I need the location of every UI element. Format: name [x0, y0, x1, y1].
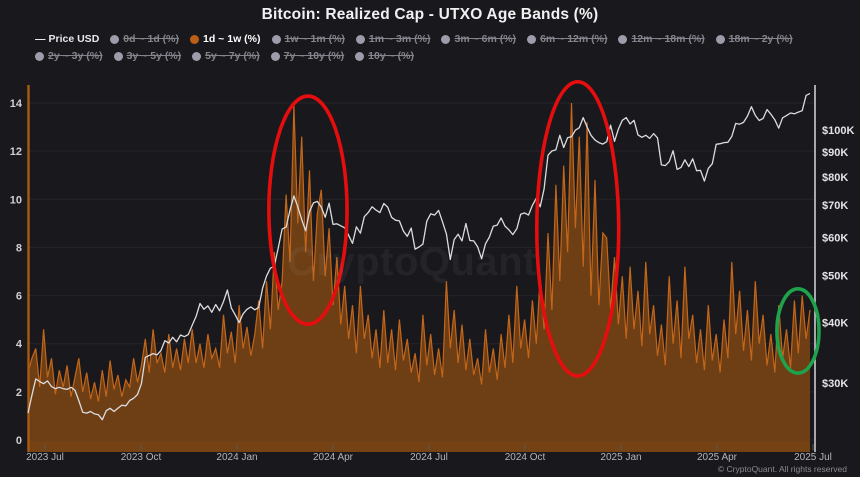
x-axis-tick-label: 2023 Jul: [26, 452, 64, 463]
right-axis-tick-label: $90K: [822, 147, 848, 159]
legend-item-0d-1d[interactable]: 0d ~ 1d (%): [110, 33, 179, 45]
series-dot-icon: [715, 34, 725, 44]
series-dot-icon: [271, 34, 281, 44]
utxo-band-base: [28, 442, 810, 452]
right-axis-tick-label: $50K: [822, 271, 848, 283]
annotation-ellipse-3: [775, 287, 821, 375]
x-axis-tick-label: 2024 Jul: [410, 452, 448, 463]
legend-item-1w-1m[interactable]: 1w ~ 1m (%): [271, 33, 345, 45]
annotation-ellipse-1: [267, 94, 349, 327]
legend-label: 7y ~ 10y (%): [283, 50, 345, 62]
line-marker-icon: —: [35, 33, 45, 45]
page-title: Bitcoin: Realized Cap - UTXO Age Bands (…: [261, 6, 599, 23]
legend-label: 1m ~ 3m (%): [368, 33, 431, 45]
left-axis-tick-label: 10: [10, 194, 22, 206]
legend-item-1m-3m[interactable]: 1m ~ 3m (%): [355, 33, 431, 45]
legend-item-3m-6m[interactable]: 3m ~ 6m (%): [441, 33, 516, 45]
legend-item-3y-5y[interactable]: 3y ~ 5y (%): [113, 50, 182, 62]
legend-label: 10y ~ (%): [368, 50, 414, 62]
series-dot-icon: [270, 51, 280, 61]
left-axis-tick-label: 6: [16, 291, 22, 303]
x-axis-tick-label: 2024 Apr: [313, 452, 354, 463]
legend: — Price USD 0d ~ 1d (%) 1d ~ 1w (%) 1w ~…: [35, 33, 841, 62]
right-axis-tick-label: $80K: [822, 172, 848, 184]
right-axis-tick-label: $100K: [822, 125, 854, 137]
left-axis-tick-label: 2: [16, 387, 22, 399]
utxo-band-outline: [27, 102, 811, 402]
series-dot-icon: [113, 51, 123, 61]
legend-label: Price USD: [48, 33, 100, 45]
series-dot-icon: [527, 34, 537, 44]
legend-item-6m-12m[interactable]: 6m ~ 12m (%): [527, 33, 607, 45]
x-axis-tick-label: 2024 Oct: [505, 452, 546, 463]
left-axis-tick-label: 12: [10, 146, 22, 158]
legend-label: 6m ~ 12m (%): [540, 33, 608, 45]
series-dot-icon: [355, 51, 365, 61]
legend-item-price-usd[interactable]: — Price USD: [35, 33, 99, 45]
legend-label: 5y ~ 7y (%): [205, 50, 260, 62]
annotation-ellipse-2: [534, 80, 621, 378]
x-axis-tick-label: 2025 Jul: [794, 452, 832, 463]
right-axis-tick-label: $60K: [822, 232, 848, 244]
right-axis-tick-label: $30K: [822, 378, 848, 390]
legend-label: 1d ~ 1w (%): [203, 33, 261, 45]
legend-label: 12m ~ 18m (%): [631, 33, 705, 45]
left-axis-tick-label: 4: [16, 339, 23, 351]
x-axis-tick-label: 2023 Oct: [121, 452, 162, 463]
series-dot-icon: [618, 34, 628, 44]
legend-label: 3m ~ 6m (%): [454, 33, 517, 45]
legend-item-2y-3y[interactable]: 2y ~ 3y (%): [35, 50, 103, 62]
series-dot-icon: [441, 34, 451, 44]
x-axis-tick-label: 2025 Jan: [600, 452, 641, 463]
legend-item-18m-2y[interactable]: 18m ~ 2y (%): [715, 33, 793, 45]
right-axis-tick-label: $70K: [822, 200, 848, 212]
utxo-band-area: [28, 103, 810, 443]
series-dot-icon: [192, 51, 202, 61]
legend-label: 2y ~ 3y (%): [48, 50, 103, 62]
legend-item-5y-7y[interactable]: 5y ~ 7y (%): [192, 50, 260, 62]
left-axis-tick-label: 8: [16, 242, 22, 254]
legend-label: 0d ~ 1d (%): [123, 33, 180, 45]
x-axis-tick-label: 2024 Jan: [216, 452, 257, 463]
legend-label: 18m ~ 2y (%): [728, 33, 793, 45]
legend-item-7y-10y[interactable]: 7y ~ 10y (%): [270, 50, 345, 62]
series-dot-icon: [110, 34, 120, 44]
price-line: [27, 92, 811, 421]
legend-item-12m-18m[interactable]: 12m ~ 18m (%): [618, 33, 705, 45]
x-axis-tick-label: 2025 Apr: [697, 452, 738, 463]
series-dot-icon: [190, 34, 200, 44]
legend-item-10y[interactable]: 10y ~ (%): [355, 50, 414, 62]
legend-item-1d-1w[interactable]: 1d ~ 1w (%): [190, 33, 261, 45]
right-axis-tick-label: $40K: [822, 318, 848, 330]
left-axis-tick-label: 14: [10, 98, 23, 110]
legend-label: 3y ~ 5y (%): [126, 50, 182, 62]
series-dot-icon: [35, 51, 44, 61]
left-axis-tick-label: 0: [16, 435, 22, 447]
copyright-text: © CryptoQuant. All rights reserved: [717, 464, 847, 474]
series-dot-icon: [355, 34, 365, 44]
legend-label: 1w ~ 1m (%): [284, 33, 345, 45]
